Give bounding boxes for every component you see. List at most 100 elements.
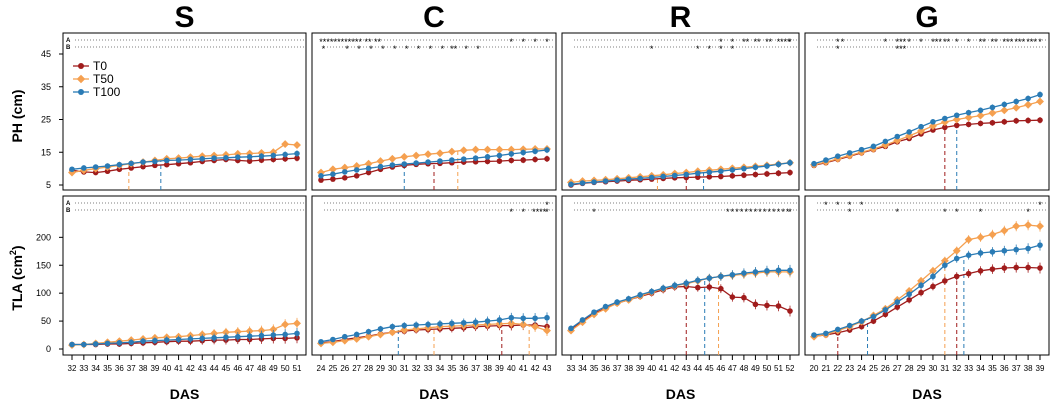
x-tick-label: 24 xyxy=(317,364,326,373)
panel-title-r: R xyxy=(670,1,692,34)
data-point-t50 xyxy=(364,159,373,168)
significance-star: * xyxy=(726,207,730,217)
data-point-t100 xyxy=(942,115,948,122)
data-point-t100 xyxy=(752,269,759,275)
x-tick-label: 34 xyxy=(578,364,587,373)
panel-c-ph: * * * * * * * * * * * * * * * * * * * ** * * * * * * * * * * * * * xyxy=(311,32,557,191)
significance-star: * xyxy=(322,44,326,54)
sig-row-label-a: A xyxy=(66,38,71,44)
xlabel-c: DAS xyxy=(419,386,449,402)
data-point-t100 xyxy=(69,166,75,173)
data-point-t50 xyxy=(352,334,361,343)
data-point-t50 xyxy=(447,147,456,156)
data-point-t100 xyxy=(484,318,491,324)
significance-star: * xyxy=(417,44,421,54)
x-tick-label: 33 xyxy=(79,364,88,373)
significance-star: * xyxy=(719,37,723,47)
x-tick-label: 22 xyxy=(833,364,842,373)
data-point-t0 xyxy=(508,157,515,164)
data-point-t0 xyxy=(694,284,701,291)
panel-r-tla: * * * * * * * * * * * * * * **33 34 35 36 37 38 39 40 41 42 43 44… xyxy=(561,195,800,373)
data-point-t0 xyxy=(953,273,960,280)
data-point-t100 xyxy=(602,178,609,184)
significance-star: * xyxy=(735,207,739,217)
significance-star: * xyxy=(754,37,758,47)
significance-star: * xyxy=(345,44,349,54)
data-point-t0 xyxy=(882,311,889,318)
data-point-t100 xyxy=(116,340,123,346)
data-point-t100 xyxy=(163,337,170,343)
data-point-t50 xyxy=(1036,97,1044,106)
data-point-t100 xyxy=(472,155,479,161)
x-tick-label: 42 xyxy=(531,364,540,373)
data-point-t0 xyxy=(977,268,984,274)
xlabel-s: DAS xyxy=(170,386,200,402)
data-point-t100 xyxy=(330,171,336,177)
data-point-t100 xyxy=(140,338,146,344)
data-point-t100 xyxy=(660,173,667,180)
sig-row-label-b: B xyxy=(66,45,71,51)
ylabel-tla-sup: 2 xyxy=(8,250,18,255)
data-point-t100 xyxy=(823,330,829,337)
significance-star: * xyxy=(719,44,723,54)
data-point-t50 xyxy=(281,140,290,149)
x-axis-labels: DAS DAS DAS DAS xyxy=(170,386,942,402)
data-point-t50 xyxy=(269,325,278,334)
x-tick-label: 37 xyxy=(1012,364,1021,373)
x-tick-label: 32 xyxy=(412,364,421,373)
significance-star: * xyxy=(919,37,923,47)
data-point-t0 xyxy=(496,158,503,164)
data-point-t50 xyxy=(245,327,254,336)
data-point-t100 xyxy=(787,159,793,166)
x-tick-label: 37 xyxy=(613,364,622,373)
significance-star: * xyxy=(521,37,525,47)
data-point-t100 xyxy=(365,165,372,172)
significance-star: * xyxy=(955,207,959,217)
data-point-t50 xyxy=(988,230,997,239)
x-tick-label: 46 xyxy=(716,364,725,373)
data-point-t100 xyxy=(484,154,491,160)
data-point-t50 xyxy=(1012,103,1021,112)
data-point-t0 xyxy=(282,156,288,162)
data-point-t50 xyxy=(400,326,409,334)
data-point-t50 xyxy=(952,246,961,255)
significance-star: * xyxy=(884,37,888,47)
significance-star: * xyxy=(355,37,359,47)
data-point-t100 xyxy=(858,146,865,153)
data-point-t100 xyxy=(544,314,550,321)
x-tick-label: 46 xyxy=(233,364,242,373)
data-point-t100 xyxy=(568,181,574,188)
x-tick-label: 45 xyxy=(705,364,714,373)
data-point-t100 xyxy=(377,326,384,332)
significance-star: * xyxy=(337,37,341,47)
significance-star: * xyxy=(1010,37,1014,47)
significance-star: * xyxy=(351,37,355,47)
data-point-t100 xyxy=(341,333,348,340)
data-point-t100 xyxy=(128,160,135,167)
data-point-t100 xyxy=(1037,242,1043,248)
data-point-t50 xyxy=(221,328,230,337)
data-point-t100 xyxy=(389,323,396,330)
data-point-t100 xyxy=(648,174,655,181)
data-point-t0 xyxy=(775,170,782,177)
data-point-t100 xyxy=(472,319,479,326)
data-point-t50 xyxy=(531,322,540,331)
data-point-t100 xyxy=(211,155,217,161)
panel-c-tla: ** * * * * **24 25 26 27 28 29 30 31 32 33 34 35 36 37 38 39… xyxy=(311,195,557,373)
data-point-t100 xyxy=(579,180,586,186)
x-tick-label: 33 xyxy=(424,364,433,373)
significance-star: * xyxy=(454,44,458,54)
significance-star: * xyxy=(464,44,468,54)
data-point-t100 xyxy=(764,268,770,274)
data-point-t100 xyxy=(591,179,597,185)
data-point-t0 xyxy=(1013,264,1020,271)
data-point-t100 xyxy=(341,169,348,175)
data-point-t100 xyxy=(152,337,158,344)
data-point-t100 xyxy=(741,270,747,276)
data-point-t100 xyxy=(270,332,277,338)
x-tick-label: 28 xyxy=(905,364,914,373)
significance-star: * xyxy=(903,44,907,54)
data-point-t100 xyxy=(413,160,419,166)
data-point-t0 xyxy=(128,165,135,171)
x-tick-label: 41 xyxy=(519,364,528,373)
